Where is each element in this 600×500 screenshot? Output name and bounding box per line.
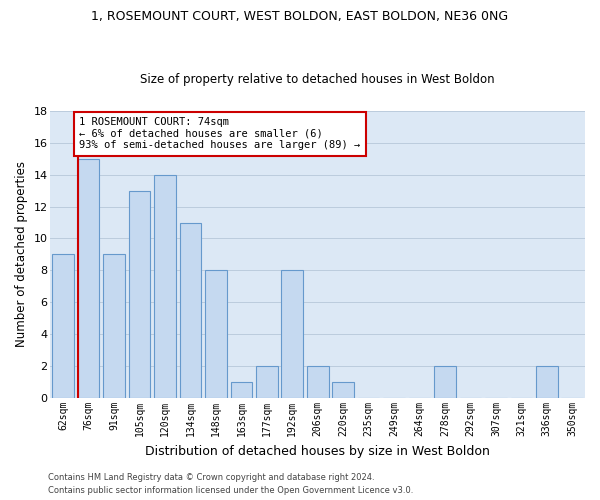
Title: Size of property relative to detached houses in West Boldon: Size of property relative to detached ho… bbox=[140, 73, 495, 86]
Bar bbox=[536, 366, 557, 398]
Bar bbox=[307, 366, 329, 398]
Bar bbox=[179, 222, 201, 398]
Text: Contains HM Land Registry data © Crown copyright and database right 2024.
Contai: Contains HM Land Registry data © Crown c… bbox=[48, 474, 413, 495]
Bar bbox=[78, 158, 100, 398]
Y-axis label: Number of detached properties: Number of detached properties bbox=[15, 162, 28, 348]
Bar bbox=[332, 382, 354, 398]
Bar bbox=[281, 270, 303, 398]
Bar bbox=[256, 366, 278, 398]
Bar bbox=[129, 190, 151, 398]
Bar bbox=[154, 174, 176, 398]
Bar bbox=[434, 366, 456, 398]
Text: 1 ROSEMOUNT COURT: 74sqm
← 6% of detached houses are smaller (6)
93% of semi-det: 1 ROSEMOUNT COURT: 74sqm ← 6% of detache… bbox=[79, 117, 361, 150]
Bar bbox=[230, 382, 252, 398]
Bar bbox=[52, 254, 74, 398]
Bar bbox=[205, 270, 227, 398]
X-axis label: Distribution of detached houses by size in West Boldon: Distribution of detached houses by size … bbox=[145, 444, 490, 458]
Text: 1, ROSEMOUNT COURT, WEST BOLDON, EAST BOLDON, NE36 0NG: 1, ROSEMOUNT COURT, WEST BOLDON, EAST BO… bbox=[91, 10, 509, 23]
Bar bbox=[103, 254, 125, 398]
